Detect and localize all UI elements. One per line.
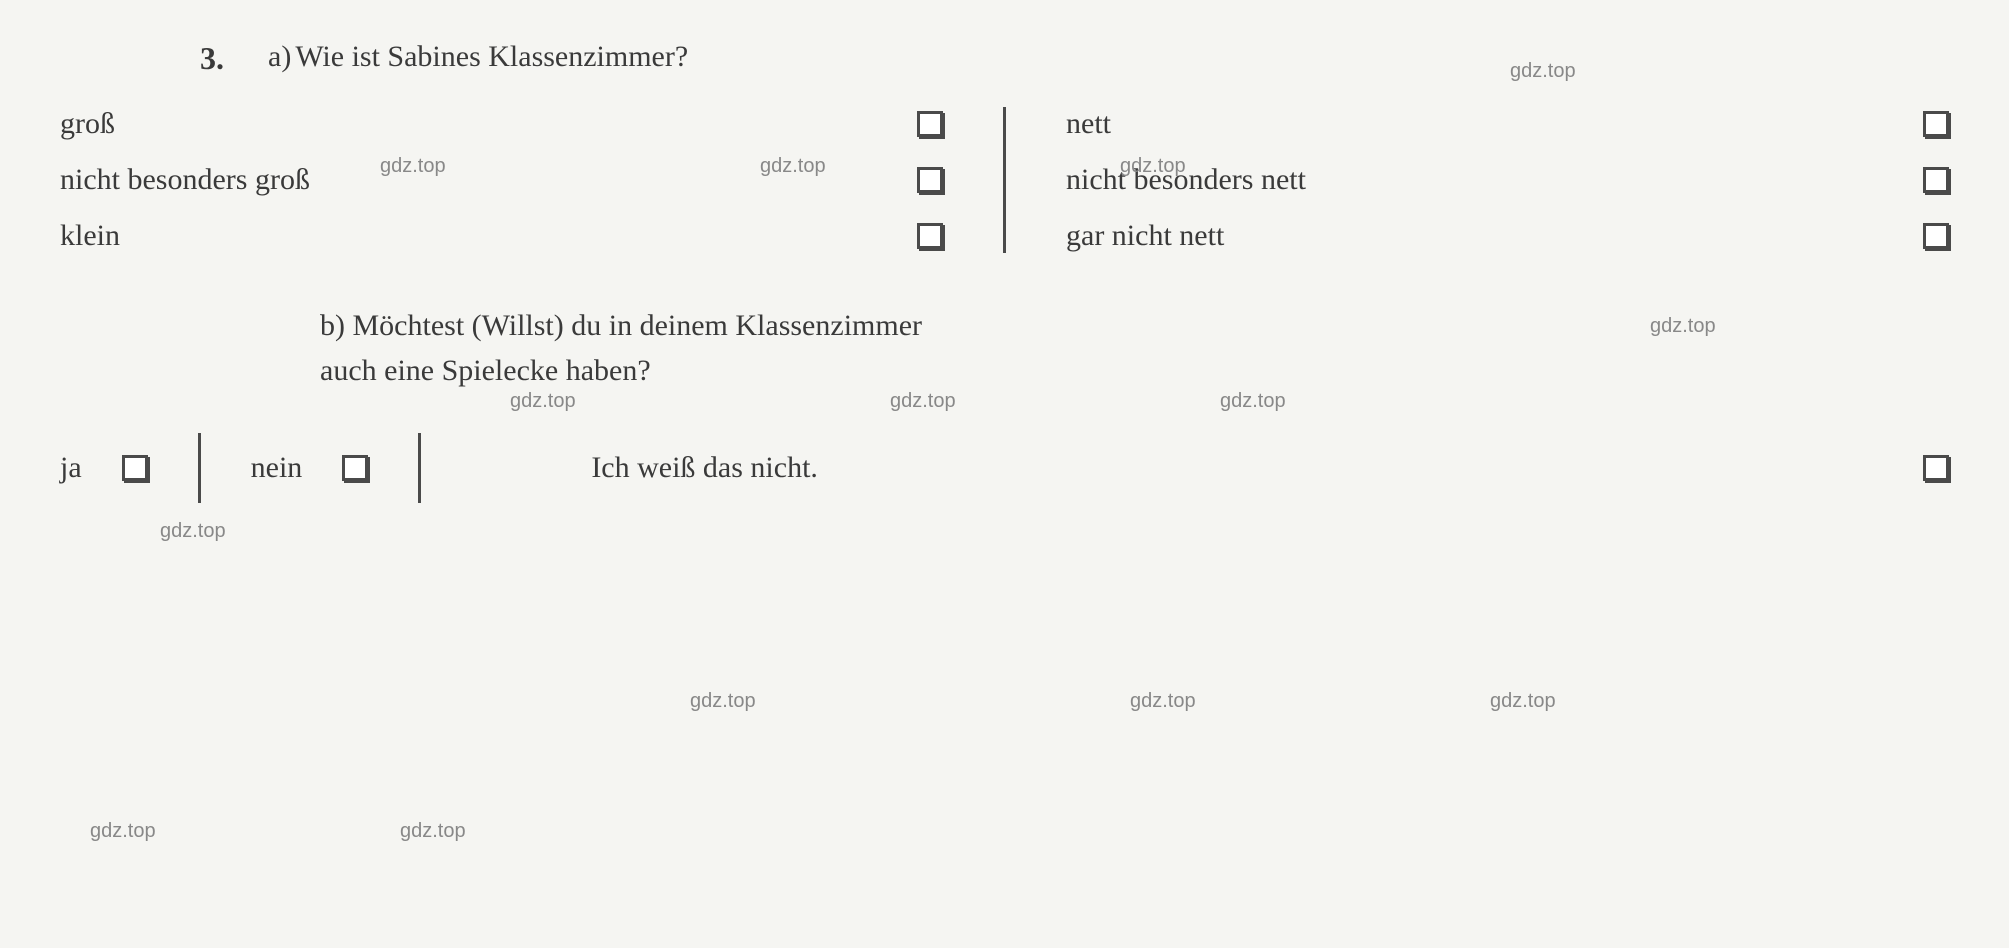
watermark-text: gdz.top <box>160 520 226 543</box>
part-a-question: Wie ist Sabines Klassenzimmer? <box>295 40 688 73</box>
option-text: nett <box>1066 107 1923 141</box>
left-column: groß nicht besonders groß klein <box>60 107 943 253</box>
watermark-text: gdz.top <box>510 390 576 413</box>
option-text: gar nicht nett <box>1066 219 1923 253</box>
checkbox[interactable] <box>122 455 148 481</box>
watermark-text: gdz.top <box>1130 690 1196 713</box>
watermark-text: gdz.top <box>90 820 156 843</box>
option-row: nett <box>1066 107 1949 141</box>
checkbox[interactable] <box>1923 111 1949 137</box>
checkbox[interactable] <box>342 455 368 481</box>
option-text: nicht besonders groß <box>60 163 917 197</box>
watermark-text: gdz.top <box>1490 690 1556 713</box>
checkbox[interactable] <box>917 223 943 249</box>
option-row: groß <box>60 107 943 141</box>
option-row: nicht besonders groß <box>60 163 943 197</box>
checkbox[interactable] <box>1923 455 1949 481</box>
exercise-container: 3. a) Wie ist Sabines Klassenzimmer? gro… <box>60 40 1949 503</box>
watermark-text: gdz.top <box>1220 390 1286 413</box>
option-row: nicht besonders nett <box>1066 163 1949 197</box>
vertical-divider <box>418 433 421 503</box>
option-row: nein <box>251 451 369 485</box>
option-text: klein <box>60 219 917 253</box>
part-b-label: b) <box>320 309 345 342</box>
option-text: groß <box>60 107 917 141</box>
option-text: ja <box>60 451 82 485</box>
part-a-label: a) <box>268 40 291 73</box>
checkbox[interactable] <box>917 167 943 193</box>
checkbox[interactable] <box>1923 167 1949 193</box>
vertical-divider <box>1003 107 1006 253</box>
exercise-number: 3. <box>200 40 224 77</box>
part-a-header: 3. a) Wie ist Sabines Klassenzimmer? <box>60 40 1949 77</box>
option-row: ja <box>60 451 148 485</box>
part-b-header: b) Möchtest (Willst) du in deinem Klasse… <box>320 303 1949 393</box>
right-column: nett nicht besonders nett gar nicht nett <box>1066 107 1949 253</box>
watermark-text: gdz.top <box>890 390 956 413</box>
option-text: nein <box>251 451 303 485</box>
vertical-divider <box>198 433 201 503</box>
option-row: klein <box>60 219 943 253</box>
part-a-options: groß nicht besonders groß klein nett nic… <box>60 107 1949 253</box>
option-text: nicht besonders nett <box>1066 163 1923 197</box>
checkbox[interactable] <box>1923 223 1949 249</box>
watermark-text: gdz.top <box>690 690 756 713</box>
part-b-question-line2: auch eine Spielecke haben? <box>320 354 651 387</box>
part-b-question-line1: Möchtest (Willst) du in deinem Klassenzi… <box>353 309 923 342</box>
option-row: gar nicht nett <box>1066 219 1949 253</box>
part-b-options: ja nein Ich weiß das nicht. <box>60 433 1949 503</box>
option-row: Ich weiß das nicht. <box>591 451 1949 485</box>
option-text: Ich weiß das nicht. <box>591 451 818 485</box>
checkbox[interactable] <box>917 111 943 137</box>
watermark-text: gdz.top <box>400 820 466 843</box>
